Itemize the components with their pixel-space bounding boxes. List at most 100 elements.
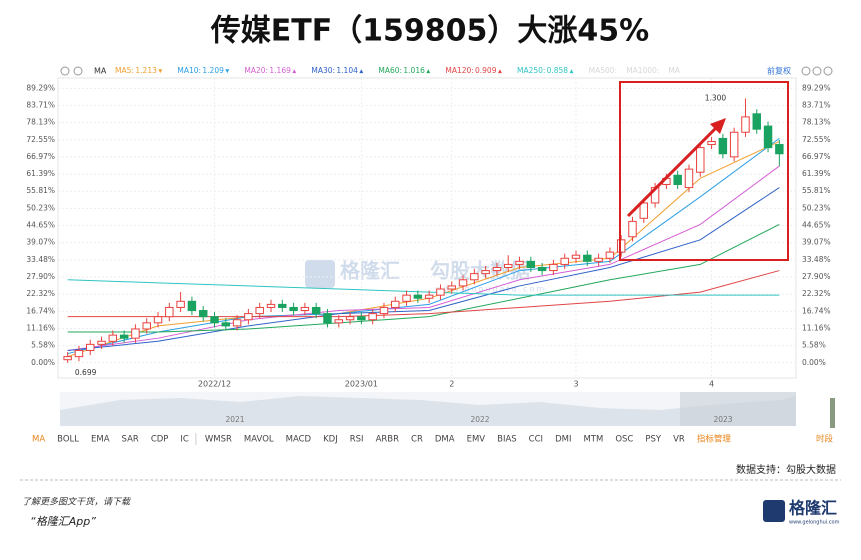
- footer-line2: “格隆汇App”: [30, 515, 96, 528]
- indicator-tab[interactable]: MA: [32, 435, 45, 445]
- y2-tick-label: 39.07%: [802, 238, 831, 247]
- candle-body: [153, 316, 163, 324]
- candle-body: [300, 306, 310, 312]
- overview-window[interactable]: [680, 392, 796, 426]
- footer-logo: 格隆汇: [789, 499, 837, 518]
- indicator-tab[interactable]: CCI: [529, 435, 543, 445]
- legend-arrow: ▲: [292, 69, 296, 75]
- settings-icon[interactable]: [60, 66, 70, 76]
- legend-arrow: ▼: [225, 69, 229, 75]
- candle-body: [763, 125, 773, 149]
- y-tick-label: 61.39%: [26, 169, 55, 178]
- indicator-tab[interactable]: IC: [180, 435, 189, 445]
- indicator-tab[interactable]: PSY: [645, 435, 662, 445]
- indicator-tab[interactable]: BOLL: [57, 435, 79, 445]
- indicator-tab[interactable]: MAVOL: [244, 435, 274, 445]
- x-tick-label: 3: [573, 380, 578, 389]
- indicator-tab[interactable]: EMA: [91, 435, 110, 445]
- candle-body: [345, 316, 355, 321]
- candle-body: [86, 343, 95, 351]
- trend-arrow-head: [710, 118, 726, 134]
- y2-tick-label: 5.58%: [802, 341, 826, 350]
- eye-icon[interactable]: [73, 66, 83, 76]
- candle-body: [436, 288, 445, 296]
- candle-body: [515, 260, 524, 265]
- y2-tick-label: 89.29%: [802, 83, 831, 92]
- y2-tick-label: 16.74%: [802, 306, 831, 315]
- indicator-tab[interactable]: MTM: [583, 435, 603, 445]
- candle-body: [402, 294, 411, 302]
- legend-value: 1.209: [202, 66, 224, 75]
- indicator-tab[interactable]: DMI: [555, 435, 571, 445]
- y-tick-label: 78.13%: [26, 118, 55, 127]
- legend-name: MA: [668, 66, 680, 75]
- scroll-handle[interactable]: [830, 398, 835, 428]
- y2-tick-label: 78.13%: [802, 118, 831, 127]
- legend-value: 1.016: [403, 66, 425, 75]
- indicator-tab[interactable]: VR: [673, 435, 685, 445]
- candle-body: [537, 266, 547, 272]
- candle-body: [323, 313, 332, 324]
- y2-tick-label: 0.00%: [802, 358, 826, 367]
- y-tick-label: 55.81%: [26, 186, 55, 195]
- candle-body: [718, 137, 728, 155]
- candle-body: [210, 316, 219, 324]
- legend-arrow: ▲: [426, 69, 430, 75]
- indicator-tab[interactable]: KDJ: [323, 435, 338, 445]
- indicator-tab[interactable]: DMA: [435, 435, 455, 445]
- y-tick-label: 16.74%: [26, 306, 55, 315]
- candle-body: [221, 322, 231, 327]
- indicator-tab[interactable]: MACD: [286, 435, 312, 445]
- candle-body: [289, 306, 298, 312]
- legend-name: MA60:: [378, 66, 402, 75]
- y2-tick-label: 27.90%: [802, 272, 831, 281]
- indicator-tab[interactable]: OSC: [615, 435, 633, 445]
- help-icon[interactable]: [801, 66, 811, 76]
- indicator-tab[interactable]: ARBR: [376, 435, 400, 445]
- y-tick-label: 83.71%: [26, 100, 55, 109]
- y2-tick-label: 72.55%: [802, 135, 831, 144]
- adjust-button[interactable]: 前复权: [767, 66, 791, 76]
- footer-logo-url: www.gelonghui.com: [789, 520, 840, 526]
- candle-body: [503, 263, 513, 268]
- candle-body: [232, 319, 242, 327]
- candle-body: [74, 349, 84, 358]
- legend-name: MA30:: [311, 66, 335, 75]
- candle-body: [368, 313, 377, 321]
- indicator-tab[interactable]: 指标管理: [697, 434, 732, 445]
- footer-line1: 了解更多图文干货，请下载: [22, 497, 131, 508]
- y2-tick-label: 50.23%: [802, 203, 831, 212]
- watermark-logo: [305, 260, 335, 288]
- candle-body: [594, 257, 603, 262]
- candle-body: [560, 257, 569, 265]
- indicator-tab[interactable]: RSI: [350, 435, 364, 445]
- page-title: 传媒ETF（159805）大涨45%: [210, 14, 650, 49]
- candle-body: [458, 279, 468, 287]
- candle-body: [696, 147, 705, 173]
- x-tick-label: 2: [449, 380, 454, 389]
- legend-arrow: ▲: [498, 69, 502, 75]
- candle-body: [707, 140, 716, 146]
- candle-body: [142, 322, 151, 330]
- indicator-tab[interactable]: WMSR: [205, 435, 232, 445]
- candle-body: [684, 168, 694, 189]
- candle-body: [357, 316, 366, 321]
- overview-year: 2022: [470, 415, 489, 424]
- indicator-tab[interactable]: EMV: [467, 435, 486, 445]
- indicator-tab[interactable]: CR: [411, 435, 423, 445]
- indicator-tab[interactable]: BIAS: [497, 435, 517, 445]
- plus-icon[interactable]: [823, 66, 833, 76]
- candle-body: [605, 251, 615, 259]
- x-tick-label: 2023/01: [345, 380, 378, 389]
- y2-tick-label: 44.65%: [802, 221, 831, 230]
- legend-name: MA5:: [115, 66, 134, 75]
- candle-body: [752, 113, 761, 130]
- indicator-tab[interactable]: SAR: [122, 435, 139, 445]
- tab-right[interactable]: 时段: [816, 434, 834, 445]
- candle-body: [616, 239, 626, 253]
- minus-icon[interactable]: [812, 66, 822, 76]
- indicator-tab[interactable]: CDP: [151, 435, 169, 445]
- candle-body: [176, 300, 185, 308]
- candle-body: [775, 144, 784, 155]
